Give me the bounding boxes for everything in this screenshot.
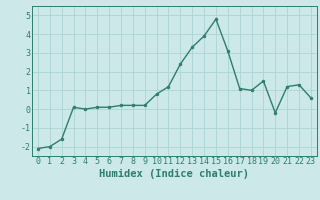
X-axis label: Humidex (Indice chaleur): Humidex (Indice chaleur)	[100, 169, 249, 179]
